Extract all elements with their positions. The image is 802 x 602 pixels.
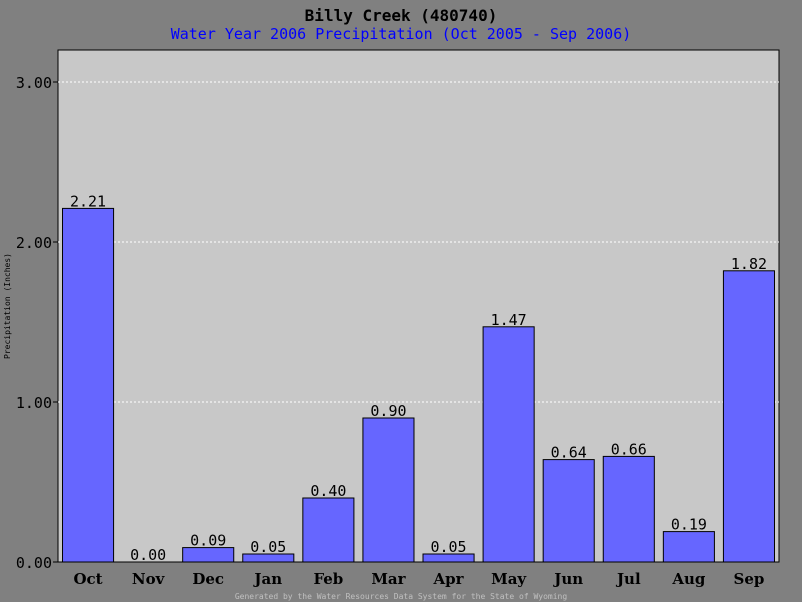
y-axis-label: Precipitation (Inches) [3, 253, 12, 359]
chart-subtitle: Water Year 2006 Precipitation (Oct 2005 … [171, 25, 632, 43]
data-label-oct: 2.21 [70, 192, 106, 210]
x-tick-label-jul: Jul [615, 570, 641, 588]
y-tick-label: 1.00 [16, 394, 52, 412]
x-tick-label-jun: Jun [552, 570, 583, 588]
y-tick-label: 0.00 [16, 554, 52, 572]
footer-credit: Generated by the Water Resources Data Sy… [235, 592, 568, 601]
chart-title: Billy Creek (480740) [305, 6, 498, 25]
data-label-jan: 0.05 [250, 538, 286, 556]
bar-sep [722, 270, 775, 563]
x-tick-label-nov: Nov [132, 570, 166, 588]
gridlines [58, 81, 779, 403]
bar-feb [302, 497, 355, 563]
data-label-jul: 0.66 [611, 440, 647, 458]
data-label-nov: 0.00 [130, 546, 166, 564]
x-tick-label-may: May [491, 570, 527, 588]
data-label-dec: 0.09 [190, 532, 226, 550]
x-tick-label-aug: Aug [671, 570, 706, 588]
y-axis-ticks: 0.00 1.00 2.00 3.00 [16, 74, 58, 572]
bar-dec [182, 547, 235, 563]
data-label-may: 1.47 [491, 311, 527, 329]
x-axis-ticks: Oct Nov Dec Jan Feb Mar Apr May Jun Jul Aug Sep [73, 570, 764, 588]
y-tick-label: 3.00 [16, 74, 52, 92]
bar-apr [422, 553, 475, 563]
x-tick-label-dec: Dec [192, 570, 224, 588]
data-label-mar: 0.90 [370, 402, 406, 420]
x-tick-label-jan: Jan [252, 570, 282, 588]
bar-jun [542, 459, 595, 563]
data-label-apr: 0.05 [430, 538, 466, 556]
plot-area [57, 49, 780, 563]
bar-jul [602, 455, 655, 563]
bar-mar [362, 417, 415, 563]
bar-oct [62, 207, 115, 563]
bar-may [482, 326, 535, 563]
x-tick-label-feb: Feb [313, 570, 343, 588]
data-label-aug: 0.19 [671, 516, 707, 534]
bar-aug [662, 531, 715, 563]
y-tick-label: 2.00 [16, 234, 52, 252]
data-label-jun: 0.64 [551, 444, 587, 462]
bars: 2.21 0.00 0.09 0.05 0.40 0.90 0.05 1.47 0.64 0.66… [62, 192, 775, 564]
x-tick-label-apr: Apr [433, 570, 465, 588]
data-label-sep: 1.82 [731, 255, 767, 273]
data-label-feb: 0.40 [310, 482, 346, 500]
x-tick-label-mar: Mar [371, 570, 406, 588]
x-tick-label-oct: Oct [73, 570, 102, 588]
bar-jan [242, 553, 295, 563]
x-tick-label-sep: Sep [734, 570, 765, 588]
